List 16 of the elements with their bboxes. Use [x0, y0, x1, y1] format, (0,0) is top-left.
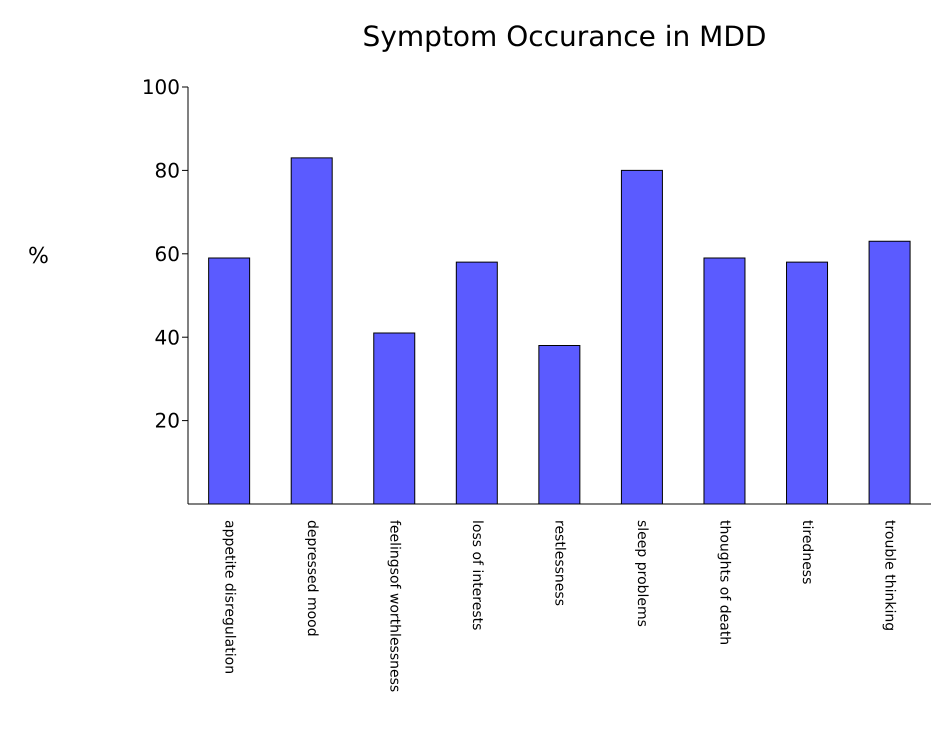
y-tick-label: 100 [142, 75, 180, 100]
y-tick-label: 40 [154, 325, 180, 350]
x-tick-label: loss of interests [468, 520, 485, 630]
x-tick-label: thoughts of death [716, 520, 733, 646]
x-tick-label: tiredness [799, 520, 816, 584]
x-tick-label: trouble thinking [882, 520, 898, 632]
y-tick-label: 60 [154, 242, 180, 266]
x-tick-label: appetite disregulation [221, 520, 238, 674]
x-tick-label: restlessness [552, 520, 568, 606]
x-tick-label: depressed mood [304, 520, 320, 637]
chart-title: Symptom Occurance in MDD [362, 20, 768, 53]
y-tick-label: 80 [154, 158, 180, 182]
x-tick-label: sleep problems [634, 520, 650, 627]
y-tick-label: 20 [154, 408, 180, 433]
y-axis-title: % [28, 244, 49, 269]
x-tick-label: feelingsof worthlessness [386, 520, 402, 692]
